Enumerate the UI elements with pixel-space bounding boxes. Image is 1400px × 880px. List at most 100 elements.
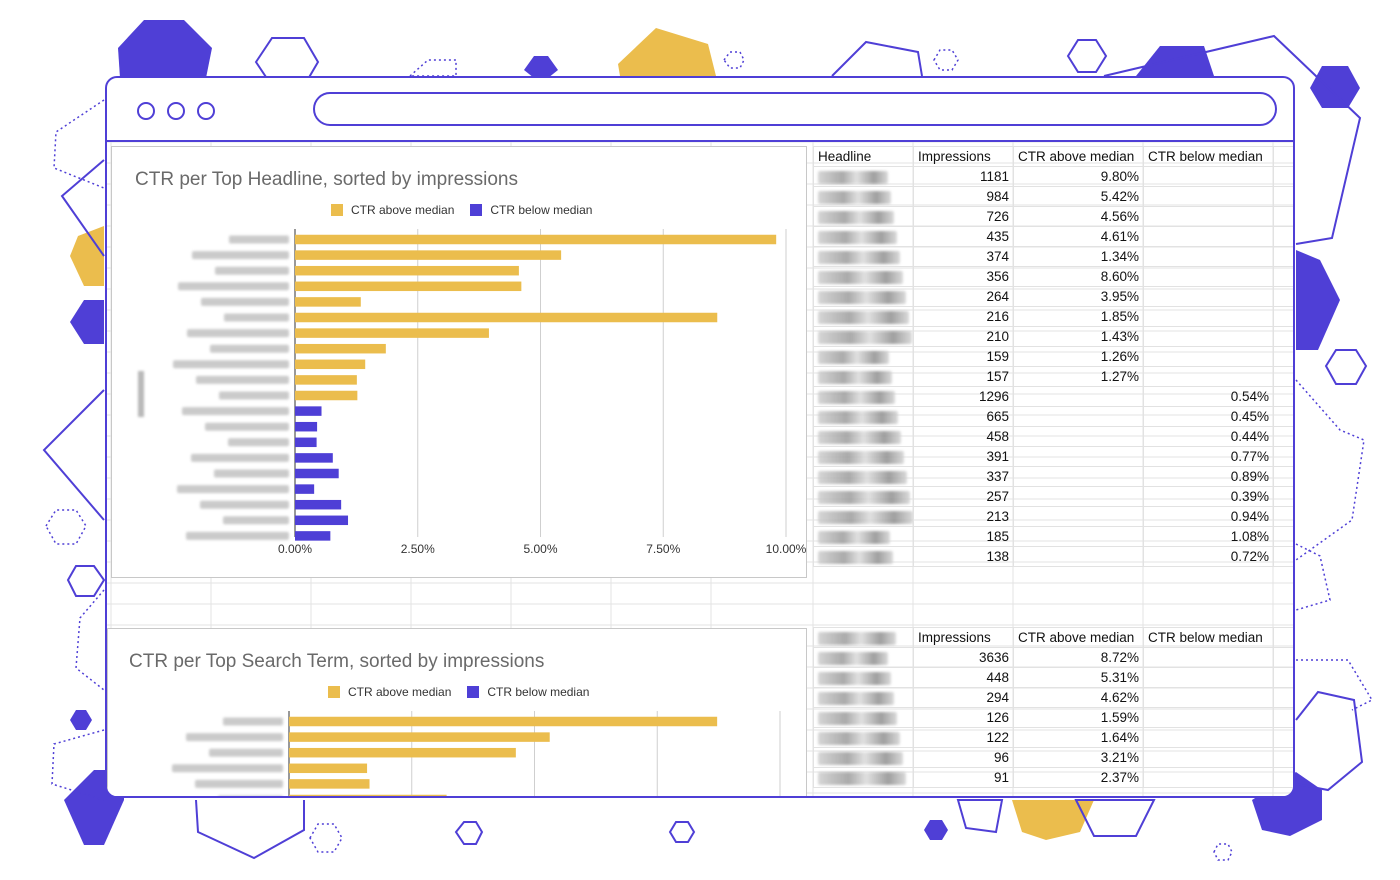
column-header[interactable]: Impressions bbox=[913, 627, 1014, 648]
data-cell[interactable]: 665 bbox=[913, 406, 1014, 427]
empty-cell[interactable] bbox=[1273, 647, 1293, 668]
data-cell[interactable] bbox=[1013, 446, 1144, 467]
data-cell[interactable]: 374 bbox=[913, 246, 1014, 267]
data-cell[interactable]: 96 bbox=[913, 747, 1014, 768]
data-cell[interactable]: 122 bbox=[913, 727, 1014, 748]
redacted-label-cell[interactable] bbox=[813, 306, 914, 327]
data-cell[interactable]: 5.42% bbox=[1013, 186, 1144, 207]
data-cell[interactable] bbox=[1143, 246, 1274, 267]
data-cell[interactable]: 0.39% bbox=[1143, 486, 1274, 507]
data-cell[interactable]: 1.85% bbox=[1013, 306, 1144, 327]
empty-cell[interactable] bbox=[1273, 426, 1293, 447]
redacted-label-cell[interactable] bbox=[813, 707, 914, 728]
data-cell[interactable]: 0.45% bbox=[1143, 406, 1274, 427]
data-cell[interactable] bbox=[1143, 727, 1274, 748]
data-cell[interactable]: 2.37% bbox=[1013, 767, 1144, 788]
empty-cell[interactable] bbox=[1273, 366, 1293, 387]
empty-cell[interactable] bbox=[1273, 767, 1293, 788]
empty-cell[interactable] bbox=[1273, 206, 1293, 227]
data-cell[interactable]: 391 bbox=[913, 446, 1014, 467]
redacted-label-cell[interactable] bbox=[813, 747, 914, 768]
column-header[interactable]: CTR below median bbox=[1143, 627, 1274, 648]
data-cell[interactable]: 337 bbox=[913, 466, 1014, 487]
column-header[interactable]: Headline bbox=[813, 146, 914, 167]
empty-cell[interactable] bbox=[1273, 486, 1293, 507]
column-header[interactable] bbox=[813, 627, 914, 648]
data-cell[interactable]: 1.43% bbox=[1013, 326, 1144, 347]
address-bar[interactable] bbox=[313, 92, 1277, 126]
data-cell[interactable] bbox=[1143, 747, 1274, 768]
redacted-label-cell[interactable] bbox=[813, 286, 914, 307]
redacted-label-cell[interactable] bbox=[813, 526, 914, 547]
data-cell[interactable]: 185 bbox=[913, 526, 1014, 547]
redacted-label-cell[interactable] bbox=[813, 667, 914, 688]
redacted-label-cell[interactable] bbox=[813, 446, 914, 467]
redacted-label-cell[interactable] bbox=[813, 647, 914, 668]
data-cell[interactable]: 213 bbox=[913, 506, 1014, 527]
data-cell[interactable] bbox=[1013, 506, 1144, 527]
column-header[interactable]: CTR above median bbox=[1013, 627, 1144, 648]
data-cell[interactable]: 4.61% bbox=[1013, 226, 1144, 247]
data-cell[interactable] bbox=[1013, 426, 1144, 447]
data-cell[interactable]: 0.94% bbox=[1143, 506, 1274, 527]
data-cell[interactable] bbox=[1143, 346, 1274, 367]
data-cell[interactable] bbox=[1143, 707, 1274, 728]
data-cell[interactable]: 458 bbox=[913, 426, 1014, 447]
column-header[interactable]: Impressions bbox=[913, 146, 1014, 167]
empty-cell[interactable] bbox=[1273, 747, 1293, 768]
redacted-label-cell[interactable] bbox=[813, 486, 914, 507]
data-cell[interactable]: 1181 bbox=[913, 166, 1014, 187]
data-cell[interactable]: 5.31% bbox=[1013, 667, 1144, 688]
minimize-dot[interactable] bbox=[167, 102, 185, 120]
maximize-dot[interactable] bbox=[197, 102, 215, 120]
empty-cell[interactable] bbox=[1273, 226, 1293, 247]
empty-cell[interactable] bbox=[1273, 526, 1293, 547]
redacted-label-cell[interactable] bbox=[813, 767, 914, 788]
data-cell[interactable] bbox=[1143, 286, 1274, 307]
redacted-label-cell[interactable] bbox=[813, 426, 914, 447]
empty-cell[interactable] bbox=[1273, 346, 1293, 367]
data-cell[interactable] bbox=[1143, 306, 1274, 327]
data-cell[interactable] bbox=[1143, 366, 1274, 387]
redacted-label-cell[interactable] bbox=[813, 687, 914, 708]
empty-cell[interactable] bbox=[1273, 286, 1293, 307]
data-cell[interactable] bbox=[1143, 166, 1274, 187]
empty-cell[interactable] bbox=[1273, 727, 1293, 748]
redacted-label-cell[interactable] bbox=[813, 366, 914, 387]
data-cell[interactable] bbox=[1013, 406, 1144, 427]
column-header[interactable]: CTR above median bbox=[1013, 146, 1144, 167]
data-cell[interactable]: 159 bbox=[913, 346, 1014, 367]
redacted-label-cell[interactable] bbox=[813, 386, 914, 407]
empty-cell[interactable] bbox=[1273, 446, 1293, 467]
empty-cell[interactable] bbox=[1273, 707, 1293, 728]
data-cell[interactable]: 1.08% bbox=[1143, 526, 1274, 547]
redacted-label-cell[interactable] bbox=[813, 226, 914, 247]
data-cell[interactable] bbox=[1013, 466, 1144, 487]
redacted-label-cell[interactable] bbox=[813, 186, 914, 207]
data-cell[interactable]: 1.59% bbox=[1013, 707, 1144, 728]
data-cell[interactable]: 984 bbox=[913, 186, 1014, 207]
redacted-label-cell[interactable] bbox=[813, 546, 914, 567]
data-cell[interactable]: 264 bbox=[913, 286, 1014, 307]
empty-cell[interactable] bbox=[1273, 186, 1293, 207]
data-cell[interactable]: 448 bbox=[913, 667, 1014, 688]
column-header[interactable]: CTR below median bbox=[1143, 146, 1274, 167]
empty-cell[interactable] bbox=[1273, 146, 1293, 167]
empty-cell[interactable] bbox=[1273, 406, 1293, 427]
data-cell[interactable] bbox=[1143, 667, 1274, 688]
data-cell[interactable]: 91 bbox=[913, 767, 1014, 788]
empty-cell[interactable] bbox=[1273, 326, 1293, 347]
empty-cell[interactable] bbox=[1273, 386, 1293, 407]
redacted-label-cell[interactable] bbox=[813, 406, 914, 427]
empty-cell[interactable] bbox=[1273, 166, 1293, 187]
data-cell[interactable]: 0.44% bbox=[1143, 426, 1274, 447]
data-cell[interactable] bbox=[1143, 266, 1274, 287]
redacted-label-cell[interactable] bbox=[813, 206, 914, 227]
data-cell[interactable]: 9.80% bbox=[1013, 166, 1144, 187]
chart-ctr-per-headline[interactable]: CTR per Top Headline, sorted by impressi… bbox=[111, 146, 807, 578]
data-cell[interactable]: 8.60% bbox=[1013, 266, 1144, 287]
redacted-label-cell[interactable] bbox=[813, 166, 914, 187]
empty-cell[interactable] bbox=[1273, 506, 1293, 527]
empty-cell[interactable] bbox=[1273, 306, 1293, 327]
data-cell[interactable]: 1296 bbox=[913, 386, 1014, 407]
